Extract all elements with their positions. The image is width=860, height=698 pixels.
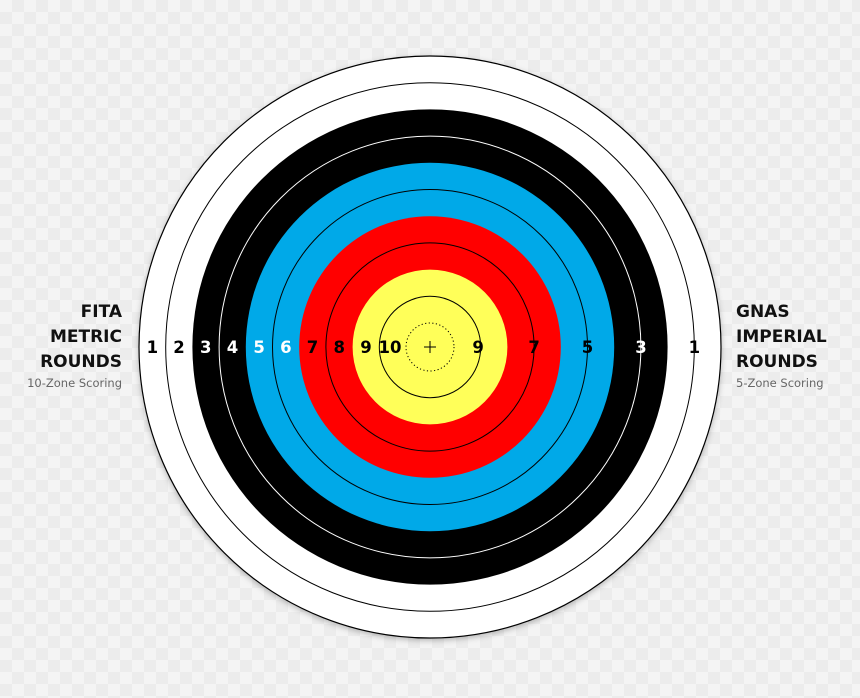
- x-ring: [405, 322, 455, 372]
- gnas-title-line-1: GNAS: [736, 302, 790, 322]
- fita-score-10: 10: [379, 338, 402, 357]
- fita-score-5: 5: [253, 338, 264, 357]
- zone-line-red: [325, 242, 535, 452]
- gnas-score-7: 7: [528, 338, 539, 357]
- gnas-score-9: 9: [472, 338, 483, 357]
- gnas-title-line-2: IMPERIAL: [736, 327, 827, 347]
- fita-score-2: 2: [173, 338, 184, 357]
- gnas-score-3: 3: [635, 338, 646, 357]
- fita-score-3: 3: [200, 338, 211, 357]
- fita-score-7: 7: [307, 338, 318, 357]
- fita-title-line-2: METRIC: [49, 327, 122, 347]
- fita-score-1: 1: [147, 338, 158, 357]
- fita-label: FITA METRIC ROUNDS 10-Zone Scoring: [27, 300, 122, 390]
- zone-numbers: 1 2 3 4 5 6 7 8 9 10 9 7 5 3 1: [147, 338, 700, 357]
- center-mark: [405, 322, 455, 372]
- fita-title-line-1: FITA: [80, 302, 122, 322]
- gnas-title-line-3: ROUNDS: [736, 352, 818, 372]
- gnas-score-1: 1: [689, 338, 700, 357]
- zone-line-blue: [272, 189, 588, 505]
- gnas-score-5: 5: [582, 338, 593, 357]
- fita-score-6: 6: [280, 338, 291, 357]
- scoring-lines: [165, 82, 695, 612]
- zone-line-black: [218, 135, 642, 559]
- fita-subtitle: 10-Zone Scoring: [27, 376, 122, 390]
- fita-score-9: 9: [360, 338, 371, 357]
- fita-title-line-3: ROUNDS: [40, 352, 122, 372]
- fita-score-4: 4: [227, 338, 238, 357]
- fita-score-8: 8: [334, 338, 345, 357]
- gnas-subtitle: 5-Zone Scoring: [736, 376, 824, 390]
- gnas-label: GNAS IMPERIAL ROUNDS 5-Zone Scoring: [736, 300, 827, 390]
- zone-line-white: [165, 82, 695, 612]
- zone-line-gold: [378, 295, 482, 399]
